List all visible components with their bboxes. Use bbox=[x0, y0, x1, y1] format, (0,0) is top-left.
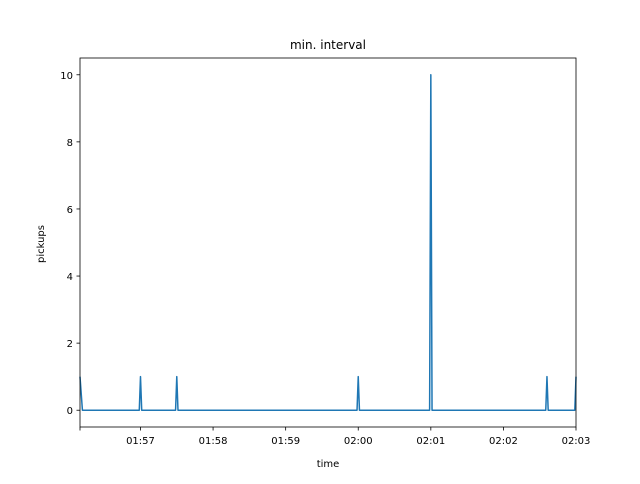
x-tick-label: 02:00 bbox=[344, 436, 373, 447]
y-tick-label: 4 bbox=[67, 272, 73, 283]
y-tick-label: 10 bbox=[60, 71, 73, 82]
y-tick-label: 8 bbox=[67, 138, 73, 149]
x-tick-label: 01:57 bbox=[126, 436, 155, 447]
y-axis: 0 2 4 6 8 10 bbox=[60, 71, 80, 417]
chart-title: min. interval bbox=[290, 38, 366, 52]
x-tick-label: 02:02 bbox=[489, 436, 518, 447]
y-tick-label: 0 bbox=[67, 406, 73, 417]
x-tick-label: 01:58 bbox=[199, 436, 228, 447]
y-axis-label: pickups bbox=[36, 225, 47, 263]
plot-area bbox=[79, 74, 577, 411]
series-line-0 bbox=[79, 74, 577, 411]
plot-frame bbox=[79, 57, 577, 428]
x-axis-label: time bbox=[317, 459, 340, 470]
x-tick-label: 01:59 bbox=[271, 436, 300, 447]
x-axis: 01:57 01:58 01:59 02:00 02:01 02:02 02:03 bbox=[79, 427, 591, 447]
x-tick-label: 02:03 bbox=[562, 436, 591, 447]
y-tick-label: 6 bbox=[67, 205, 73, 216]
x-tick-label: 02:01 bbox=[416, 436, 445, 447]
y-tick-label: 2 bbox=[67, 339, 73, 350]
